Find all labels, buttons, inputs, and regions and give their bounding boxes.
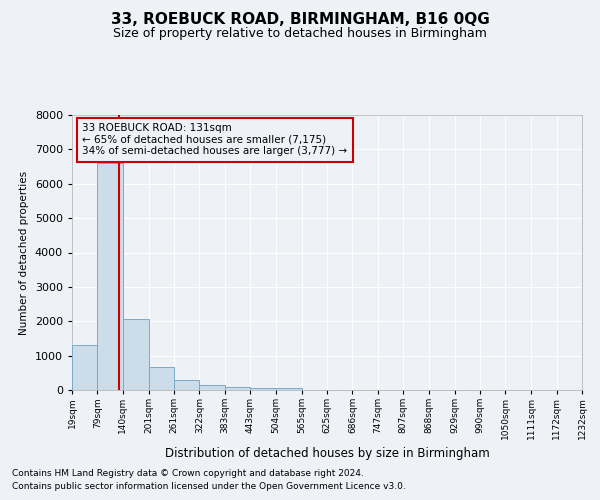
X-axis label: Distribution of detached houses by size in Birmingham: Distribution of detached houses by size … [164,448,490,460]
Text: 33 ROEBUCK ROAD: 131sqm
← 65% of detached houses are smaller (7,175)
34% of semi: 33 ROEBUCK ROAD: 131sqm ← 65% of detache… [82,123,347,156]
Bar [174,380,199,390]
Bar [123,318,149,390]
Text: 33, ROEBUCK ROAD, BIRMINGHAM, B16 0QG: 33, ROEBUCK ROAD, BIRMINGHAM, B16 0QG [110,12,490,28]
Y-axis label: Number of detached properties: Number of detached properties [19,170,29,334]
Bar [250,388,276,390]
Bar [97,163,123,390]
Text: Contains HM Land Registry data © Crown copyright and database right 2024.: Contains HM Land Registry data © Crown c… [12,468,364,477]
Bar [149,366,174,390]
Bar [276,388,302,390]
Bar [72,346,97,390]
Text: Size of property relative to detached houses in Birmingham: Size of property relative to detached ho… [113,28,487,40]
Text: Contains public sector information licensed under the Open Government Licence v3: Contains public sector information licen… [12,482,406,491]
Bar [225,386,250,390]
Bar [199,385,225,390]
